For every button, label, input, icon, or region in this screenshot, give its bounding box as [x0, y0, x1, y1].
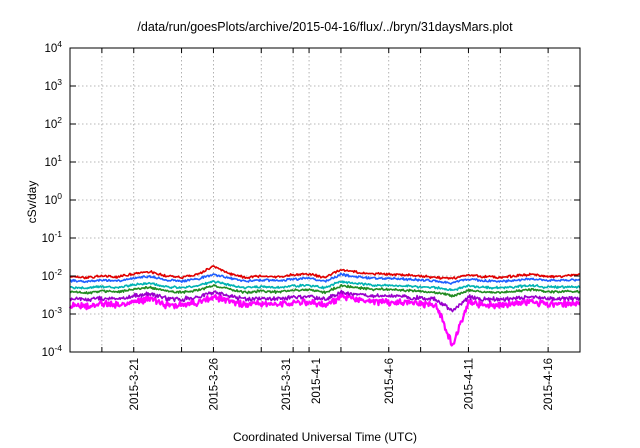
series-line	[69, 289, 581, 313]
x-tick-label: 2015-4-11	[463, 358, 475, 410]
series-line	[69, 265, 581, 280]
y-tick-label: 102	[44, 115, 62, 131]
x-tick-label: 2015-4-1	[311, 358, 323, 404]
x-tick-label: 2015-4-16	[543, 358, 555, 410]
series-line	[69, 272, 581, 285]
y-tick-label: 10-4	[42, 343, 63, 359]
x-tick-label: 2015-3-26	[208, 358, 220, 410]
series-line	[69, 283, 581, 298]
chart-title: /data/run/goesPlots/archive/2015-04-16/f…	[137, 20, 513, 34]
y-tick-label: 10-3	[42, 305, 63, 321]
y-tick-label: 103	[44, 77, 62, 93]
y-axis: 10-4 10-3 10-2 10-1 100 101 102 103 104	[42, 39, 580, 359]
y-tick-label: 101	[44, 153, 62, 169]
x-tick-label: 2015-3-21	[129, 358, 141, 410]
y-axis-label: cSv/day	[25, 181, 39, 224]
series-layer	[68, 265, 581, 347]
x-axis: 2015-3-21 2015-3-26 2015-3-31 2015-4-1 2015-…	[101, 48, 555, 410]
y-tick-label: 100	[44, 191, 62, 207]
y-tick-label: 10-2	[42, 267, 63, 283]
x-axis-label: Coordinated Universal Time (UTC)	[233, 430, 417, 444]
y-tick-label: 104	[44, 39, 62, 55]
x-tick-label: 2015-4-6	[384, 358, 396, 404]
x-tick-label: 2015-3-31	[281, 358, 293, 410]
series-line	[68, 292, 581, 347]
y-tick-label: 10-1	[42, 229, 63, 245]
series-line	[69, 280, 581, 292]
